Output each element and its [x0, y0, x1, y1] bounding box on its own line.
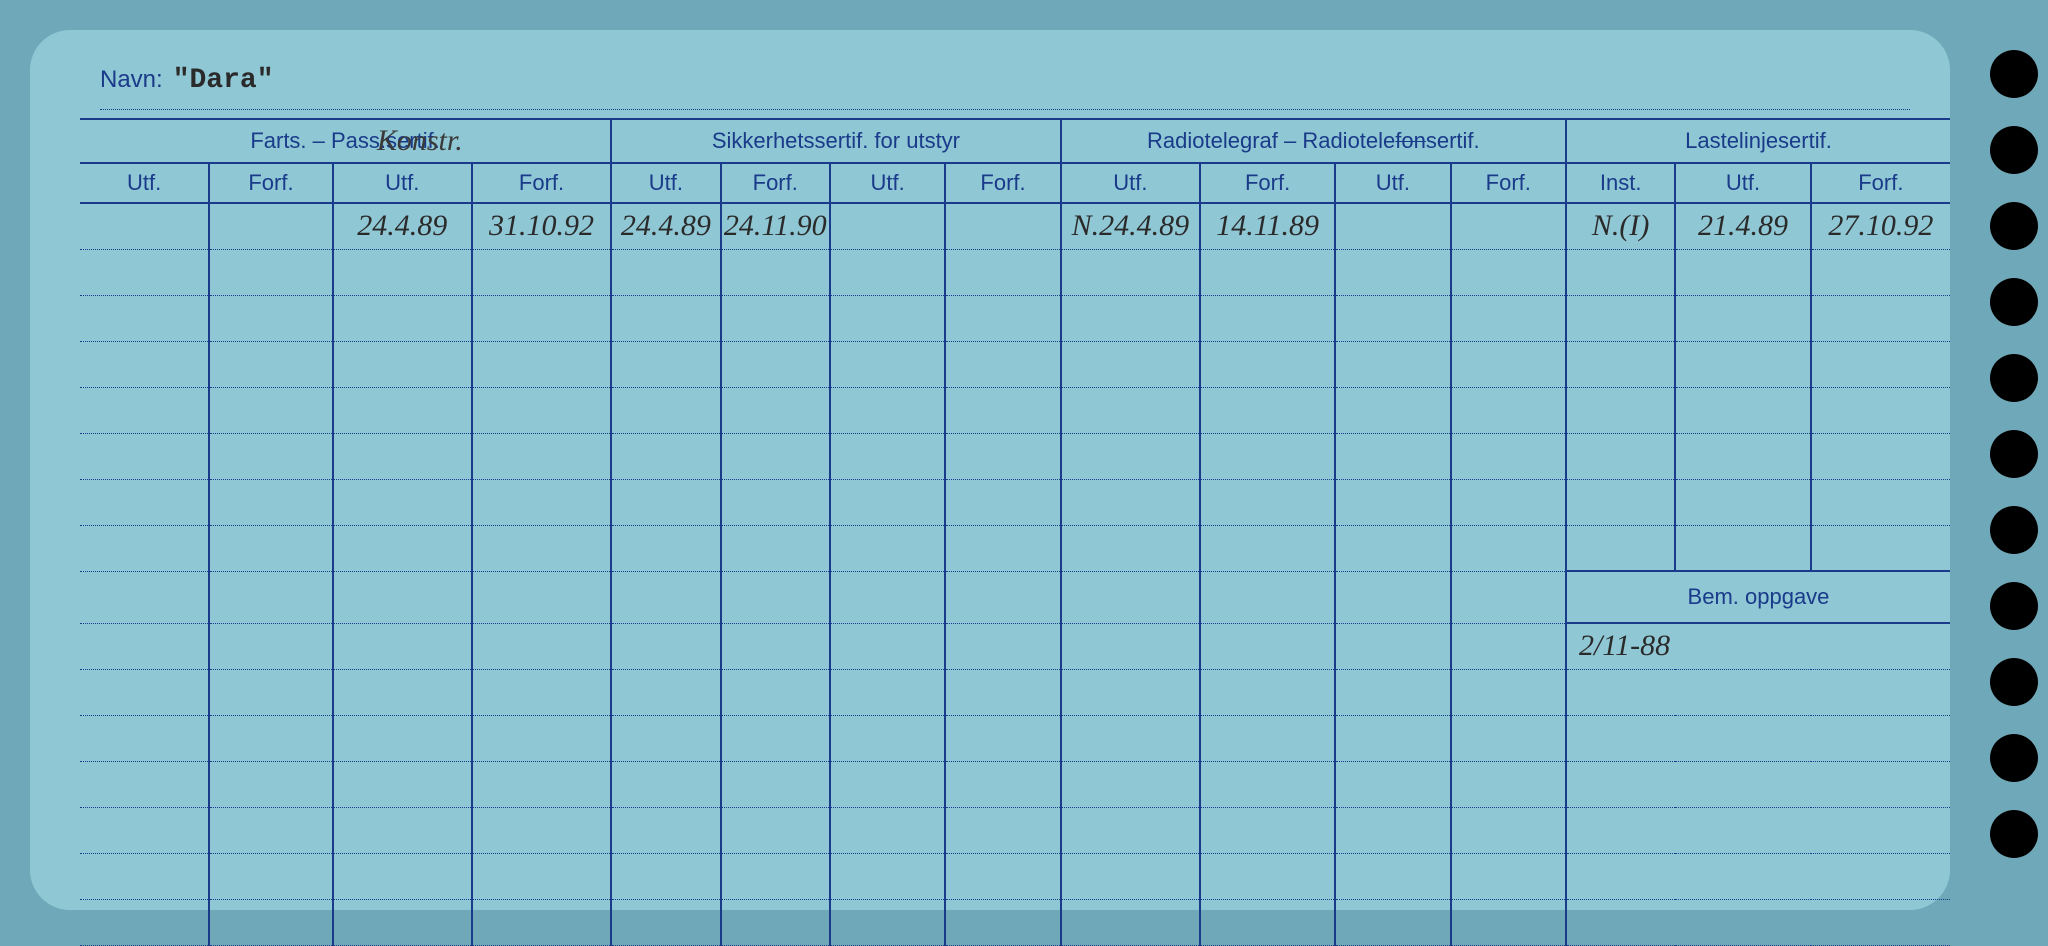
table-row: [80, 853, 1950, 899]
col-h: Utf.: [1675, 163, 1810, 203]
cell: [830, 203, 945, 249]
cell: N.(I): [1566, 203, 1675, 249]
group-farts: Farts. – Pass.sertif. Konstr.: [80, 119, 611, 163]
hole-icon: [1990, 582, 2038, 630]
table-row: [80, 525, 1950, 571]
col-h: Utf.: [1335, 163, 1450, 203]
table-row: [80, 341, 1950, 387]
cell: [945, 203, 1060, 249]
cell: [209, 203, 332, 249]
col-h: Forf.: [945, 163, 1060, 203]
cell: [1335, 203, 1450, 249]
table-row: [80, 715, 1950, 761]
col-h: Utf.: [830, 163, 945, 203]
cell: N.24.4.89: [1061, 203, 1200, 249]
cell: 31.10.92: [472, 203, 611, 249]
name-label: Navn:: [100, 66, 163, 94]
bem-oppgave-header-row: Bem. oppgave: [80, 571, 1950, 623]
cell: [80, 203, 209, 249]
sub-header-row: Utf. Forf. Utf. Forf. Utf. Forf. Utf. Fo…: [80, 163, 1950, 203]
table-row: [80, 249, 1950, 295]
bem-oppgave-value: 2/11-88: [1566, 623, 1950, 669]
col-h: Utf.: [611, 163, 720, 203]
cell: 14.11.89: [1200, 203, 1335, 249]
cell: 24.11.90: [721, 203, 830, 249]
hole-icon: [1990, 734, 2038, 782]
binder-holes: [1990, 50, 2038, 858]
table-row: 2/11-88: [80, 623, 1950, 669]
group-radio: Radiotelegraf – Radiotelefonsertif.: [1061, 119, 1566, 163]
hole-icon: [1990, 202, 2038, 250]
hole-icon: [1990, 430, 2038, 478]
col-h: Forf.: [721, 163, 830, 203]
konstr-annotation: Konstr.: [377, 124, 463, 158]
cell: 24.4.89: [333, 203, 472, 249]
certificate-table: Farts. – Pass.sertif. Konstr. Sikkerhets…: [80, 118, 1950, 946]
hole-icon: [1990, 354, 2038, 402]
group-lastelinje: Lastelinjesertif.: [1566, 119, 1950, 163]
name-value: "Dara": [173, 65, 274, 96]
index-card: Navn: "Dara" Farts. – Pass.sertif. Konst…: [30, 30, 1950, 910]
cell: 27.10.92: [1811, 203, 1950, 249]
col-h: Forf.: [209, 163, 332, 203]
bem-oppgave-label: Bem. oppgave: [1566, 571, 1950, 623]
name-row: Navn: "Dara": [100, 65, 1910, 110]
col-h: Utf.: [80, 163, 209, 203]
cell: [1451, 203, 1566, 249]
col-h: Forf.: [1451, 163, 1566, 203]
col-h: Forf.: [1811, 163, 1950, 203]
group-sikkerhet: Sikkerhetssertif. for utstyr: [611, 119, 1061, 163]
table-row: [80, 295, 1950, 341]
cell: 21.4.89: [1675, 203, 1810, 249]
table-row: [80, 433, 1950, 479]
table-row: [80, 899, 1950, 945]
col-h: Forf.: [472, 163, 611, 203]
col-h: Utf.: [333, 163, 472, 203]
table-row: [80, 669, 1950, 715]
col-h: Forf.: [1200, 163, 1335, 203]
table-row: [80, 479, 1950, 525]
hole-icon: [1990, 278, 2038, 326]
cell: 24.4.89: [611, 203, 720, 249]
hole-icon: [1990, 506, 2038, 554]
hole-icon: [1990, 50, 2038, 98]
hole-icon: [1990, 126, 2038, 174]
table-row: [80, 761, 1950, 807]
table-row: [80, 387, 1950, 433]
hole-icon: [1990, 658, 2038, 706]
hole-icon: [1990, 810, 2038, 858]
table-row: [80, 807, 1950, 853]
group-header-row: Farts. – Pass.sertif. Konstr. Sikkerhets…: [80, 119, 1950, 163]
table-row: 24.4.89 31.10.92 24.4.89 24.11.90 N.24.4…: [80, 203, 1950, 249]
col-h: Inst.: [1566, 163, 1675, 203]
col-h: Utf.: [1061, 163, 1200, 203]
